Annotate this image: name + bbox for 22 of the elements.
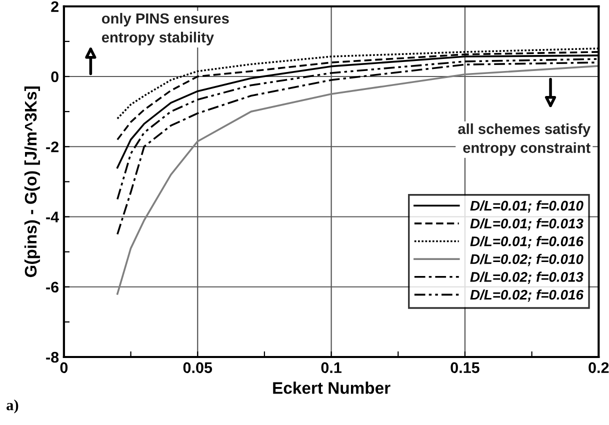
legend-label: D/L=0.01; f=0.016 [470, 236, 584, 248]
annotation: all schemes satisfy entropy constraint [458, 123, 591, 156]
text: a) [6, 400, 18, 414]
annotation: only PINS ensures entropy stability [102, 12, 229, 46]
y-tick-label: 2 [51, 1, 58, 12]
x-tick-label: 0.15 [450, 362, 480, 374]
y-axis-title: G(pins) - G(o) [J/m^3Ks] [24, 86, 40, 278]
legend-label: D/L=0.01; f=0.013 [470, 218, 584, 230]
x-tick-label: 0.05 [183, 362, 212, 374]
y-tick-label: -4 [46, 212, 60, 222]
legend-label: D/L=0.02; f=0.016 [470, 289, 584, 302]
y-tick-label: -8 [46, 352, 59, 363]
y-tick-label: 0 [51, 71, 58, 82]
legend-label: D/L=0.02; f=0.010 [470, 254, 584, 266]
y-tick-label: -2 [46, 141, 58, 152]
x-tick-label: 0.2 [588, 362, 609, 374]
legend-label: D/L=0.02; f=0.013 [470, 272, 584, 284]
legend-label: D/L=0.01; f=0.010 [470, 200, 584, 213]
x-axis-title: Eckert Number [273, 382, 390, 394]
x-tick-label: 0.1 [321, 362, 342, 374]
y-tick-label: -6 [46, 282, 59, 293]
x-tick-label: 0 [60, 362, 68, 374]
